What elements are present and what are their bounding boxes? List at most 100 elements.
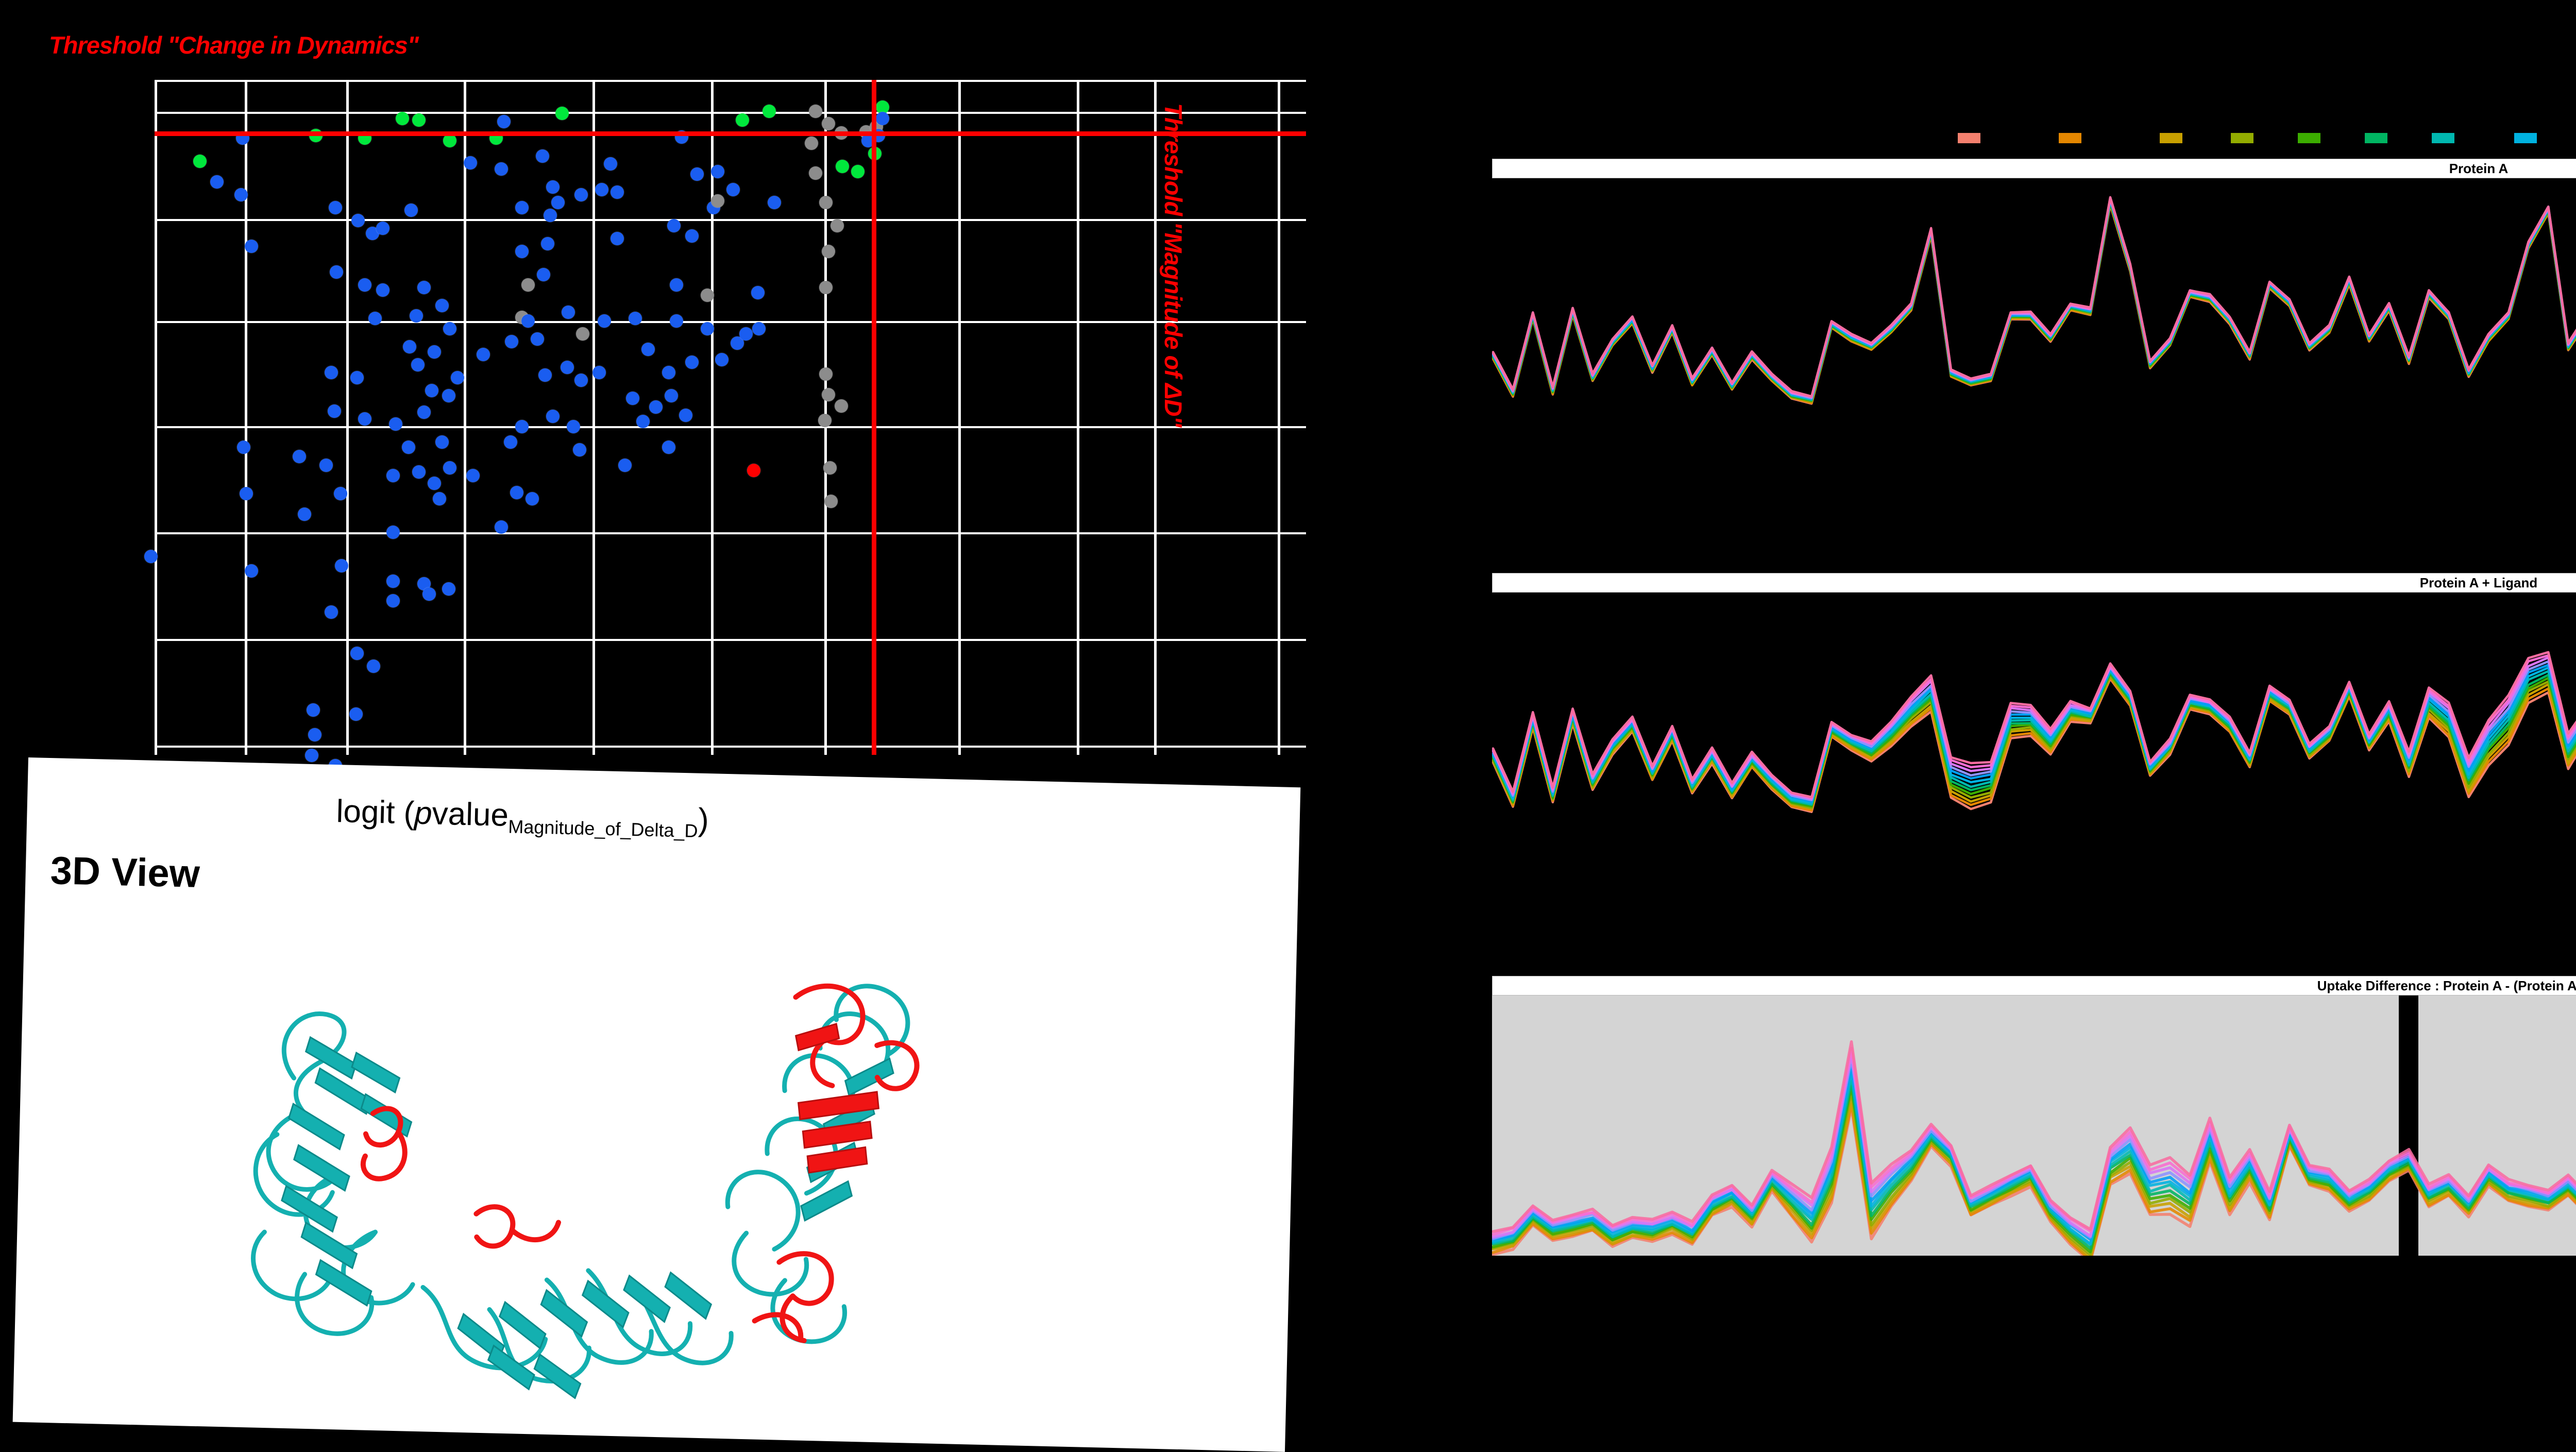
uptake-chart-protein-a[interactable] [1492,180,2576,407]
scatter-point[interactable] [679,409,692,422]
scatter-point[interactable] [298,508,311,521]
scatter-point[interactable] [824,495,838,508]
scatter-point[interactable] [386,575,400,588]
scatter-point[interactable] [551,196,565,209]
scatter-point[interactable] [210,175,224,189]
scatter-point[interactable] [526,492,539,505]
scatter-point[interactable] [574,374,588,387]
scatter-point[interactable] [325,605,338,619]
scatter-point[interactable] [435,435,449,449]
scatter-point[interactable] [626,392,639,405]
scatter-point[interactable] [851,165,865,178]
scatter-point[interactable] [546,180,560,194]
scatter-point[interactable] [386,469,400,482]
scatter-plot-area[interactable] [144,80,1306,815]
scatter-point[interactable] [831,219,844,232]
scatter-point[interactable] [574,188,588,201]
scatter-point[interactable] [667,219,681,232]
scatter-point[interactable] [544,209,557,222]
scatter-point[interactable] [504,435,517,449]
scatter-point[interactable] [611,185,624,199]
scatter-point[interactable] [376,222,389,235]
scatter-point[interactable] [711,194,724,208]
scatter-point[interactable] [726,183,740,196]
scatter-point[interactable] [144,550,158,563]
scatter-point[interactable] [433,492,446,505]
scatter-point[interactable] [762,105,776,118]
scatter-point[interactable] [805,137,818,150]
scatter-point[interactable] [234,188,248,201]
scatter-point[interactable] [443,461,456,475]
scatter-point[interactable] [404,204,418,217]
scatter-point[interactable] [319,459,333,472]
scatter-point[interactable] [604,157,617,171]
scatter-point[interactable] [515,420,529,433]
scatter-point[interactable] [335,559,348,572]
scatter-point[interactable] [403,340,416,353]
scatter-point[interactable] [822,388,835,401]
scatter-point[interactable] [329,201,342,214]
scatter-point[interactable] [245,240,258,253]
legend-swatch-7[interactable] [2432,133,2454,143]
legend-swatch-5[interactable] [2298,133,2320,143]
legend-swatch-6[interactable] [2365,133,2387,143]
scatter-point[interactable] [477,348,490,361]
scatter-point[interactable] [546,410,560,423]
scatter-point[interactable] [389,417,402,431]
scatter-point[interactable] [822,245,835,258]
scatter-point[interactable] [368,312,382,325]
scatter-point[interactable] [685,356,699,369]
legend-swatch-1[interactable] [1958,133,1980,143]
scatter-point[interactable] [835,399,848,413]
scatter-point[interactable] [402,441,415,454]
scatter-point[interactable] [555,107,569,120]
scatter-point[interactable] [325,366,338,379]
scatter-point[interactable] [307,703,320,717]
scatter-point[interactable] [536,149,549,163]
scatter-point[interactable] [541,237,554,250]
scatter-point[interactable] [308,728,321,741]
scatter-point[interactable] [237,441,250,454]
scatter-point[interactable] [561,361,574,374]
scatter-point[interactable] [428,345,441,359]
scatter-point[interactable] [662,441,675,454]
scatter-point[interactable] [412,113,426,127]
scatter-point[interactable] [515,245,529,258]
scatter-point[interactable] [822,117,835,130]
scatter-point[interactable] [240,487,253,500]
scatter-point-outlier[interactable] [747,464,760,477]
scatter-point[interactable] [367,660,380,673]
scatter-point[interactable] [358,278,371,292]
scatter-point[interactable] [711,165,724,178]
scatter-point[interactable] [629,312,642,325]
scatter-point[interactable] [537,268,550,281]
scatter-point[interactable] [412,465,426,479]
scatter-point[interactable] [443,322,456,335]
scatter-point[interactable] [293,450,306,463]
legend-swatch-3[interactable] [2160,133,2182,143]
scatter-point[interactable] [442,389,455,402]
scatter-point[interactable] [739,327,753,341]
scatter-point[interactable] [618,459,632,472]
scatter-point[interactable] [521,278,535,292]
scatter-point[interactable] [428,477,441,490]
scatter-point[interactable] [442,582,455,596]
scatter-point[interactable] [417,281,431,294]
uptake-chart-protein-a-ligand[interactable] [1492,594,2576,820]
scatter-point[interactable] [573,443,586,457]
scatter-point[interactable] [752,322,766,335]
scatter-point[interactable] [809,105,822,118]
scatter-point[interactable] [636,415,650,428]
scatter-point[interactable] [876,100,889,114]
scatter-point[interactable] [567,420,580,433]
scatter-point[interactable] [819,367,833,381]
scatter-point[interactable] [670,278,683,292]
scatter-point[interactable] [876,112,889,125]
scatter-point[interactable] [350,647,364,660]
scatter-point[interactable] [451,371,464,384]
scatter-point[interactable] [464,156,477,170]
scatter-point[interactable] [598,314,611,328]
legend-swatch-8[interactable] [2514,133,2537,143]
scatter-point[interactable] [701,289,714,302]
scatter-point[interactable] [670,314,683,328]
